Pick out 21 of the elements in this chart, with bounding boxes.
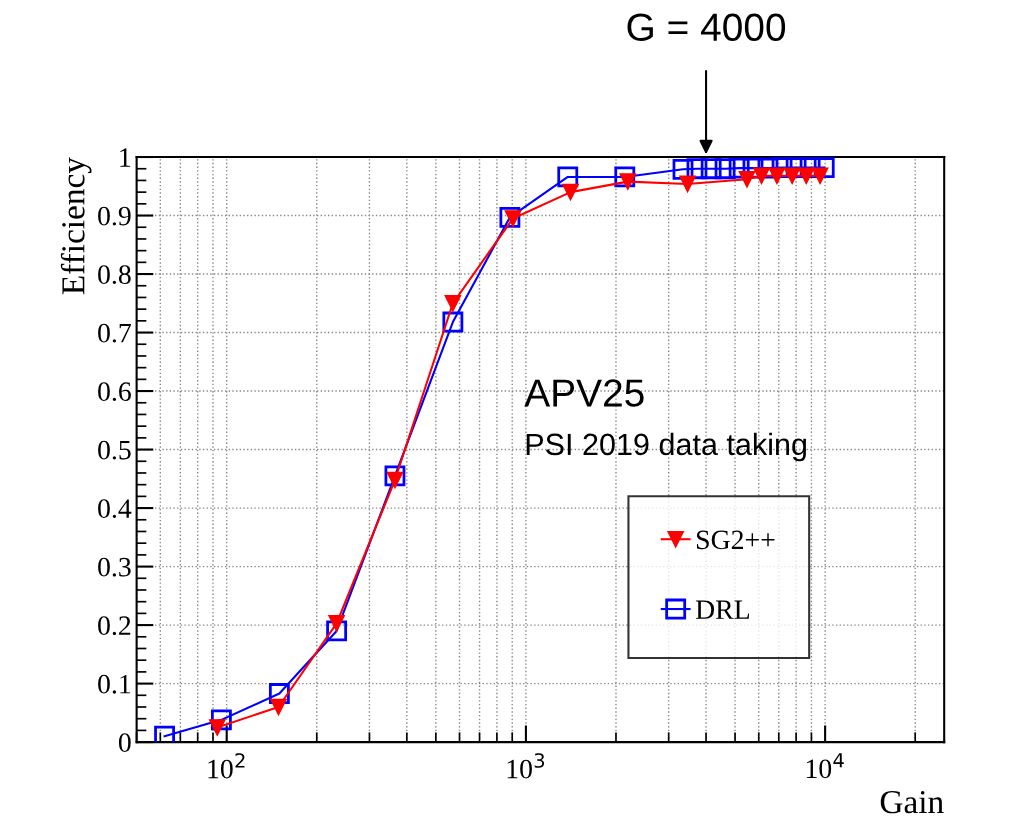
- annotation: PSI 2019 data taking: [526, 432, 806, 462]
- y-tick-label: 0.9: [98, 206, 131, 226]
- x-tick-label: 10$^{2}$: [208, 753, 245, 779]
- annotation: G = 4000: [627, 13, 786, 42]
- y-tick-label: 0.2: [98, 616, 131, 636]
- y-tick-label: 0.7: [98, 323, 131, 343]
- x-axis-title: Gain: [880, 790, 944, 814]
- y-axis-title: Efficiency: [60, 157, 92, 295]
- y-tick-label: 0: [118, 733, 131, 753]
- legend-label: DRL: [695, 600, 749, 619]
- y-tick-label: 0.3: [98, 557, 131, 577]
- y-tick-label: 0.6: [98, 382, 131, 402]
- annotation: APV25: [524, 379, 644, 407]
- y-tick-label: 0.4: [98, 499, 132, 519]
- y-tick-label: 0.8: [98, 265, 131, 285]
- x-tick-label: 10$^{3}$: [507, 753, 545, 779]
- x-tick-label: 10$^{4}$: [806, 753, 844, 779]
- y-tick-label: 0.1: [98, 674, 131, 694]
- legend-label: SG2++: [696, 530, 775, 550]
- y-tick-label: 1: [120, 148, 131, 167]
- y-tick-label: 0.5: [98, 440, 131, 460]
